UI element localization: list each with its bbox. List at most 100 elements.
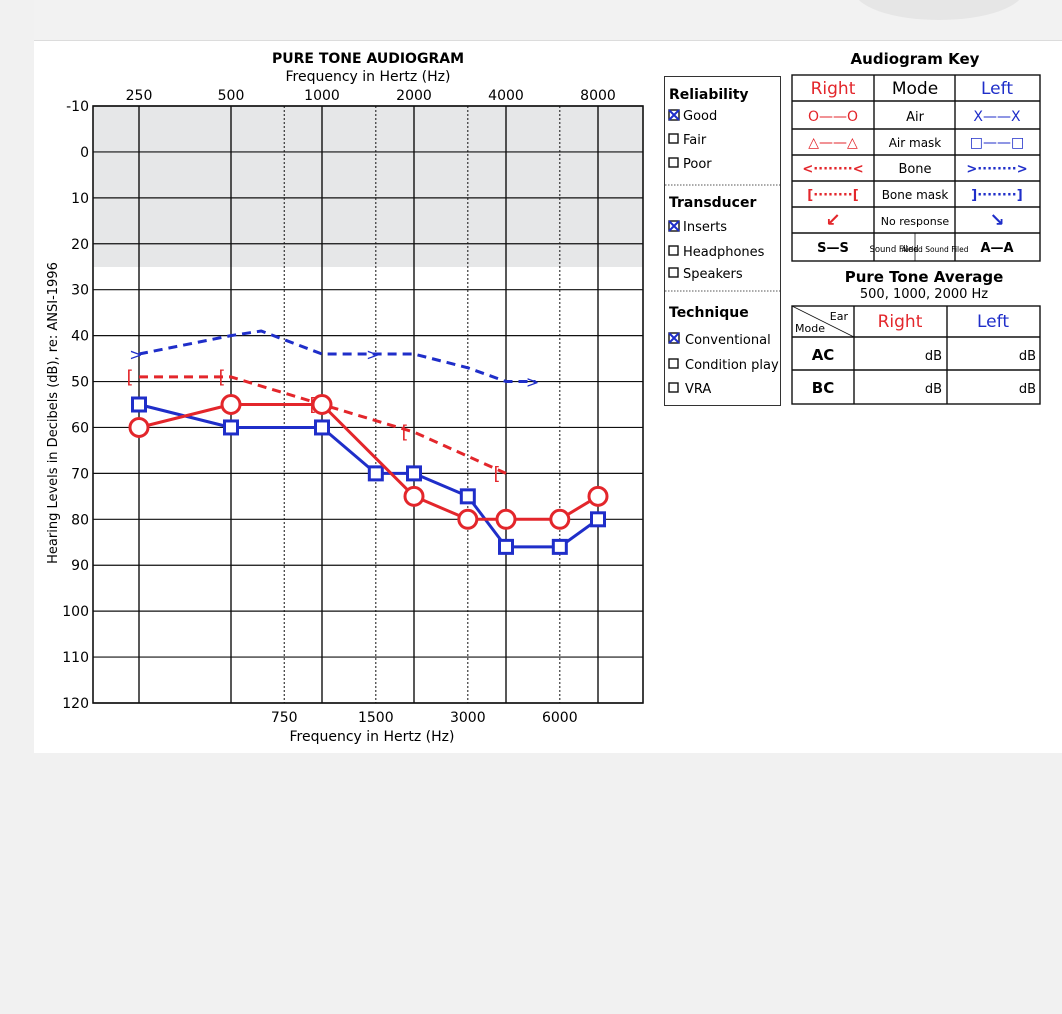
key-aided-left-symbol: A—A: [980, 241, 1013, 256]
reliability-poor-option[interactable]: Poor: [668, 157, 712, 172]
y-tick-90: 90: [71, 558, 89, 574]
pta-ac-left-value[interactable]: dB: [1019, 349, 1036, 364]
key-noresponse-left-arrow-icon: ↘: [989, 210, 1004, 231]
technique-vra-label: VRA: [685, 382, 711, 397]
technique-condition-play-checkbox[interactable]: [668, 358, 679, 369]
key-aided-sound-filed-label: Aided Sound Filed: [901, 245, 968, 254]
reliability-poor-checkbox[interactable]: [668, 157, 679, 168]
right-bone-mask-point-500: [: [218, 367, 225, 388]
pta-bc-label: BC: [812, 379, 834, 397]
series-right-air: [128, 394, 609, 530]
x-tick-bottom-750: 750: [271, 710, 298, 726]
y-tick-0: 0: [80, 145, 89, 161]
technique-condition-play-label: Condition play: [685, 358, 779, 373]
transducer-speakers-checkbox[interactable]: [668, 267, 679, 278]
pta-ac-label: AC: [812, 346, 835, 364]
pta-corner-ear: Ear: [830, 310, 849, 323]
pta-bc-right-value[interactable]: dB: [925, 382, 942, 397]
transducer-speakers-option[interactable]: Speakers: [668, 267, 743, 282]
right-air-point-4000: [495, 508, 517, 530]
right-bone-mask-point-4000: [: [493, 463, 500, 484]
x-tick-top-8000: 8000: [580, 88, 616, 104]
technique-conventional-option[interactable]: Conventional: [668, 332, 771, 348]
pta-grid: [791, 305, 1041, 405]
key-airmask-left-symbol: □——□: [970, 135, 1024, 151]
key-header-right: Right: [811, 79, 856, 99]
transducer-headphones-option[interactable]: Headphones: [668, 245, 765, 260]
chart-grid: [92, 105, 644, 704]
transducer-inserts-label: Inserts: [683, 220, 727, 235]
key-title: Audiogram Key: [851, 50, 980, 68]
y-tick-100: 100: [62, 604, 89, 620]
plot-border: [92, 105, 644, 704]
chart-title: PURE TONE AUDIOGRAM: [272, 51, 464, 67]
x-tick-top-1000: 1000: [304, 88, 340, 104]
key-bonemask-mode: Bone mask: [882, 188, 949, 202]
technique-vra-option[interactable]: VRA: [668, 382, 711, 397]
right-air-point-500: [220, 394, 242, 415]
key-airmask-mode: Air mask: [889, 136, 942, 150]
top-shade: [854, 0, 1024, 20]
x-tick-top-500: 500: [218, 88, 245, 104]
reliability-title: Reliability: [669, 87, 749, 103]
technique-title: Technique: [669, 305, 749, 321]
left-air-mask-point-1500: [367, 465, 384, 482]
technique-conventional-label: Conventional: [685, 333, 771, 348]
normal-hearing-band: [93, 106, 643, 267]
left-bone-point-5000: >: [526, 373, 539, 392]
y-tick-120: 120: [62, 696, 89, 712]
chart-series: [[[[[>>>: [126, 329, 609, 555]
audiogram-key: Audiogram Key Right Mode Left O——O Air X…: [791, 50, 1041, 262]
x-axis-label-bottom: Frequency in Hertz (Hz): [290, 729, 455, 745]
key-header-mode: Mode: [892, 79, 938, 99]
key-bone-mode: Bone: [898, 162, 931, 177]
reliability-good-label: Good: [683, 109, 717, 124]
transducer-headphones-checkbox[interactable]: [668, 245, 679, 256]
series-left-air-mask: [131, 396, 606, 555]
pta-bc-left-value[interactable]: dB: [1019, 382, 1036, 397]
series-left-bone: > > >: [129, 329, 539, 392]
right-air-point-6000: [549, 508, 571, 530]
left-air-mask-point-1000: [314, 419, 330, 436]
y-tick-30: 30: [71, 283, 89, 299]
checkmark-x-icon: [668, 220, 680, 232]
legend-border: [664, 76, 781, 406]
left-air-mask-point-2000: [406, 465, 422, 482]
right-air-point-2000: [403, 485, 425, 507]
pta-col-right: Right: [878, 312, 923, 332]
key-air-mode: Air: [906, 110, 925, 125]
series-line: [138, 329, 536, 383]
pta-ac-right-value[interactable]: dB: [925, 349, 942, 364]
left-air-mask-point-250: [131, 396, 147, 413]
left-air-mask-point-4000: [498, 538, 514, 555]
y-tick-labels: -10 0 10 20 30 40 50 60 70 80 90 100 110 120: [62, 99, 89, 712]
reliability-fair-label: Fair: [683, 133, 707, 148]
x-tick-bottom-6000: 6000: [542, 710, 578, 726]
key-noresponse-right-arrow-icon: ↙: [825, 210, 840, 231]
reliability-good-option[interactable]: Good: [668, 109, 717, 124]
technique-vra-checkbox[interactable]: [668, 382, 679, 393]
key-bone-right-symbol: <········<: [802, 162, 863, 177]
key-bonemask-right-symbol: [········[: [807, 188, 858, 203]
y-tick-20: 20: [71, 237, 89, 253]
x-tick-bottom-3000: 3000: [450, 710, 486, 726]
checkmark-x-icon: [668, 109, 680, 121]
checkmark-x-icon: [668, 332, 680, 344]
technique-condition-play-option[interactable]: Condition play: [668, 358, 779, 373]
y-tick-70: 70: [71, 466, 89, 482]
y-axis-label: Hearing Levels in Decibels (dB), re: ANS…: [46, 262, 61, 564]
x-tick-bottom-1500: 1500: [358, 710, 394, 726]
key-grid: [791, 74, 1041, 262]
transducer-inserts-option[interactable]: Inserts: [668, 220, 727, 235]
reliability-fair-checkbox[interactable]: [668, 133, 679, 144]
key-noresponse-mode: No response: [881, 215, 950, 228]
right-air-point-8000: [587, 485, 609, 507]
reliability-fair-option[interactable]: Fair: [668, 133, 707, 148]
y-tick-10: 10: [71, 191, 89, 207]
key-air-right-symbol: O——O: [808, 109, 858, 125]
y-tick-60: 60: [71, 420, 89, 436]
key-sound-filed-label: Sound Filed: [869, 245, 918, 255]
x-tick-top-250: 250: [126, 88, 153, 104]
y-tick--10: -10: [66, 99, 89, 115]
